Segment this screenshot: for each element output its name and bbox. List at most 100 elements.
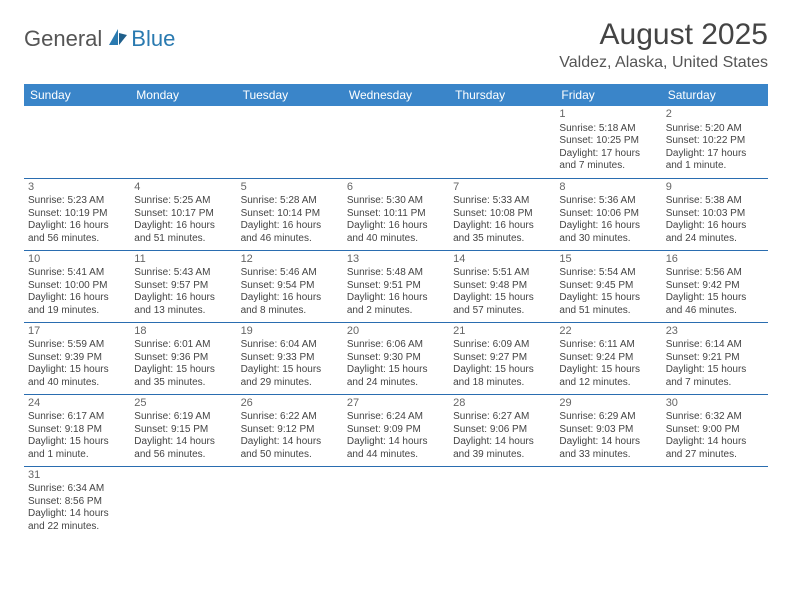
sunrise-line: Sunrise: 5:38 AM [666,195,764,208]
daylight-line: Daylight: 16 hours and 35 minutes. [453,220,551,245]
sunrise-line: Sunrise: 6:11 AM [559,339,657,352]
sunset-line: Sunset: 9:39 PM [28,352,126,365]
sunrise-line: Sunrise: 6:29 AM [559,411,657,424]
day-number: 23 [666,325,764,339]
sunrise-line: Sunrise: 6:32 AM [666,411,764,424]
calendar-cell: 16Sunrise: 5:56 AMSunset: 9:42 PMDayligh… [662,250,768,322]
calendar-cell: 18Sunrise: 6:01 AMSunset: 9:36 PMDayligh… [130,322,236,394]
day-number: 26 [241,397,339,411]
daylight-line: Daylight: 16 hours and 13 minutes. [134,292,232,317]
calendar-cell: 6Sunrise: 5:30 AMSunset: 10:11 PMDayligh… [343,178,449,250]
day-number: 16 [666,253,764,267]
sunset-line: Sunset: 10:11 PM [347,208,445,221]
daylight-line: Daylight: 14 hours and 44 minutes. [347,436,445,461]
sunset-line: Sunset: 10:03 PM [666,208,764,221]
day-number: 25 [134,397,232,411]
calendar-table: SundayMondayTuesdayWednesdayThursdayFrid… [24,84,768,538]
daylight-line: Daylight: 15 hours and 24 minutes. [347,364,445,389]
sunrise-line: Sunrise: 5:54 AM [559,267,657,280]
sunset-line: Sunset: 10:22 PM [666,135,764,148]
sunrise-line: Sunrise: 6:27 AM [453,411,551,424]
calendar-row: 17Sunrise: 5:59 AMSunset: 9:39 PMDayligh… [24,322,768,394]
day-number: 15 [559,253,657,267]
day-number: 24 [28,397,126,411]
calendar-cell: 3Sunrise: 5:23 AMSunset: 10:19 PMDayligh… [24,178,130,250]
day-number: 4 [134,181,232,195]
sunrise-line: Sunrise: 6:14 AM [666,339,764,352]
weekday-header: Wednesday [343,84,449,106]
day-number: 5 [241,181,339,195]
calendar-cell-empty [237,466,343,538]
day-number: 22 [559,325,657,339]
daylight-line: Daylight: 15 hours and 57 minutes. [453,292,551,317]
sunrise-line: Sunrise: 5:18 AM [559,123,657,136]
sunset-line: Sunset: 10:00 PM [28,280,126,293]
daylight-line: Daylight: 16 hours and 2 minutes. [347,292,445,317]
day-number: 6 [347,181,445,195]
day-number: 7 [453,181,551,195]
daylight-line: Daylight: 15 hours and 1 minute. [28,436,126,461]
daylight-line: Daylight: 15 hours and 35 minutes. [134,364,232,389]
daylight-line: Daylight: 14 hours and 50 minutes. [241,436,339,461]
calendar-cell: 27Sunrise: 6:24 AMSunset: 9:09 PMDayligh… [343,394,449,466]
daylight-line: Daylight: 16 hours and 8 minutes. [241,292,339,317]
sunset-line: Sunset: 9:03 PM [559,424,657,437]
calendar-row: 10Sunrise: 5:41 AMSunset: 10:00 PMDaylig… [24,250,768,322]
sunrise-line: Sunrise: 6:24 AM [347,411,445,424]
calendar-body: 1Sunrise: 5:18 AMSunset: 10:25 PMDayligh… [24,106,768,538]
weekday-header: Sunday [24,84,130,106]
day-number: 10 [28,253,126,267]
sunset-line: Sunset: 9:21 PM [666,352,764,365]
daylight-line: Daylight: 15 hours and 18 minutes. [453,364,551,389]
sunrise-line: Sunrise: 6:22 AM [241,411,339,424]
sunset-line: Sunset: 9:30 PM [347,352,445,365]
calendar-cell: 12Sunrise: 5:46 AMSunset: 9:54 PMDayligh… [237,250,343,322]
calendar-cell: 23Sunrise: 6:14 AMSunset: 9:21 PMDayligh… [662,322,768,394]
page-title: August 2025 [559,18,768,52]
sunset-line: Sunset: 9:57 PM [134,280,232,293]
sunrise-line: Sunrise: 5:43 AM [134,267,232,280]
day-number: 30 [666,397,764,411]
sunset-line: Sunset: 9:24 PM [559,352,657,365]
sunrise-line: Sunrise: 6:17 AM [28,411,126,424]
calendar-cell: 22Sunrise: 6:11 AMSunset: 9:24 PMDayligh… [555,322,661,394]
sunrise-line: Sunrise: 6:01 AM [134,339,232,352]
calendar-cell: 1Sunrise: 5:18 AMSunset: 10:25 PMDayligh… [555,106,661,178]
day-number: 12 [241,253,339,267]
weekday-header: Friday [555,84,661,106]
sunset-line: Sunset: 9:18 PM [28,424,126,437]
sunset-line: Sunset: 10:17 PM [134,208,232,221]
sunset-line: Sunset: 9:45 PM [559,280,657,293]
sunrise-line: Sunrise: 5:36 AM [559,195,657,208]
sunrise-line: Sunrise: 5:46 AM [241,267,339,280]
sunrise-line: Sunrise: 6:19 AM [134,411,232,424]
daylight-line: Daylight: 14 hours and 39 minutes. [453,436,551,461]
sunrise-line: Sunrise: 6:34 AM [28,483,126,496]
calendar-cell: 13Sunrise: 5:48 AMSunset: 9:51 PMDayligh… [343,250,449,322]
calendar-cell: 19Sunrise: 6:04 AMSunset: 9:33 PMDayligh… [237,322,343,394]
calendar-row: 3Sunrise: 5:23 AMSunset: 10:19 PMDayligh… [24,178,768,250]
calendar-row: 1Sunrise: 5:18 AMSunset: 10:25 PMDayligh… [24,106,768,178]
calendar-cell: 30Sunrise: 6:32 AMSunset: 9:00 PMDayligh… [662,394,768,466]
sunset-line: Sunset: 9:36 PM [134,352,232,365]
day-number: 14 [453,253,551,267]
sunset-line: Sunset: 8:56 PM [28,496,126,509]
sunrise-line: Sunrise: 5:20 AM [666,123,764,136]
logo-text-blue: Blue [131,26,175,52]
sunset-line: Sunset: 9:06 PM [453,424,551,437]
calendar-cell: 20Sunrise: 6:06 AMSunset: 9:30 PMDayligh… [343,322,449,394]
sunset-line: Sunset: 10:25 PM [559,135,657,148]
calendar-cell-empty [237,106,343,178]
day-number: 28 [453,397,551,411]
sunrise-line: Sunrise: 5:56 AM [666,267,764,280]
sunrise-line: Sunrise: 6:06 AM [347,339,445,352]
daylight-line: Daylight: 15 hours and 12 minutes. [559,364,657,389]
sunset-line: Sunset: 9:12 PM [241,424,339,437]
calendar-cell-empty [449,466,555,538]
calendar-cell-empty [343,466,449,538]
weekday-header: Saturday [662,84,768,106]
sail-icon [107,27,129,52]
sunrise-line: Sunrise: 5:30 AM [347,195,445,208]
weekday-header-row: SundayMondayTuesdayWednesdayThursdayFrid… [24,84,768,106]
daylight-line: Daylight: 15 hours and 40 minutes. [28,364,126,389]
